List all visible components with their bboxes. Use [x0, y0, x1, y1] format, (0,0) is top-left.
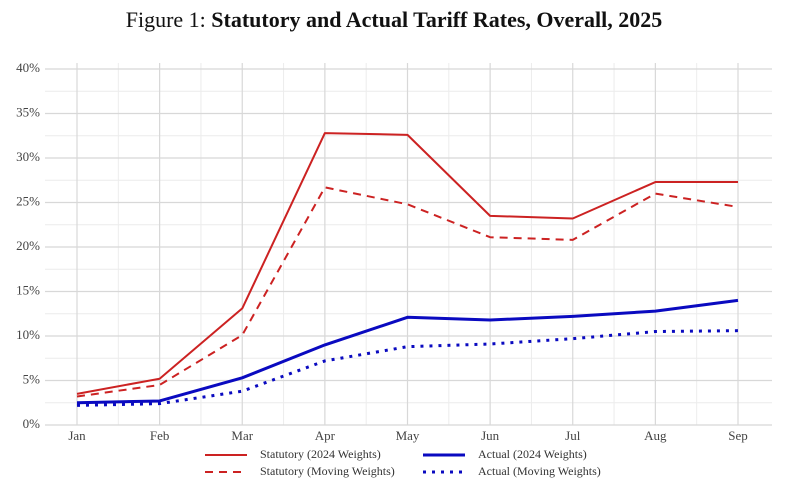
series-line	[76, 329, 739, 407]
y-tick-label: 5%	[23, 371, 41, 386]
x-tick-label: Aug	[644, 428, 667, 443]
x-tick-label: Jul	[565, 428, 581, 443]
y-tick-label: 15%	[16, 282, 40, 297]
y-tick-label: 30%	[16, 149, 40, 164]
y-tick-label: 20%	[16, 238, 40, 253]
legend-label: Actual (2024 Weights)	[478, 447, 587, 461]
legend-label: Actual (Moving Weights)	[478, 464, 601, 478]
title-text: Statutory and Actual Tariff Rates, Overa…	[211, 7, 662, 32]
x-tick-label: Feb	[150, 428, 170, 443]
series-line	[76, 298, 739, 405]
series-line	[76, 186, 739, 398]
x-tick-label: Jun	[481, 428, 500, 443]
figure-label: Figure 1:	[126, 7, 206, 32]
series-line	[76, 132, 738, 395]
y-tick-label: 35%	[16, 104, 40, 119]
x-tick-label: May	[396, 428, 420, 443]
y-tick-label: 40%	[16, 60, 40, 75]
legend: Statutory (2024 Weights) Actual (2024 Wei…	[205, 447, 601, 478]
y-tick-label: 10%	[16, 327, 40, 342]
chart-title: Figure 1: Statutory and Actual Tariff Ra…	[126, 7, 663, 32]
plot	[76, 132, 739, 407]
legend-label: Statutory (Moving Weights)	[260, 464, 395, 478]
grid: 0% 5% 10% 15% 20% 25% 30% 35% 40% Jan Feb Mar Apr May…	[16, 60, 772, 443]
y-tick-label: 25%	[16, 193, 40, 208]
y-tick-label: 0%	[23, 416, 41, 431]
x-tick-label: Mar	[231, 428, 253, 443]
legend-label: Statutory (2024 Weights)	[260, 447, 381, 461]
x-tick-label: Sep	[728, 428, 748, 443]
x-tick-label: Jan	[68, 428, 86, 443]
x-tick-label: Apr	[315, 428, 336, 443]
